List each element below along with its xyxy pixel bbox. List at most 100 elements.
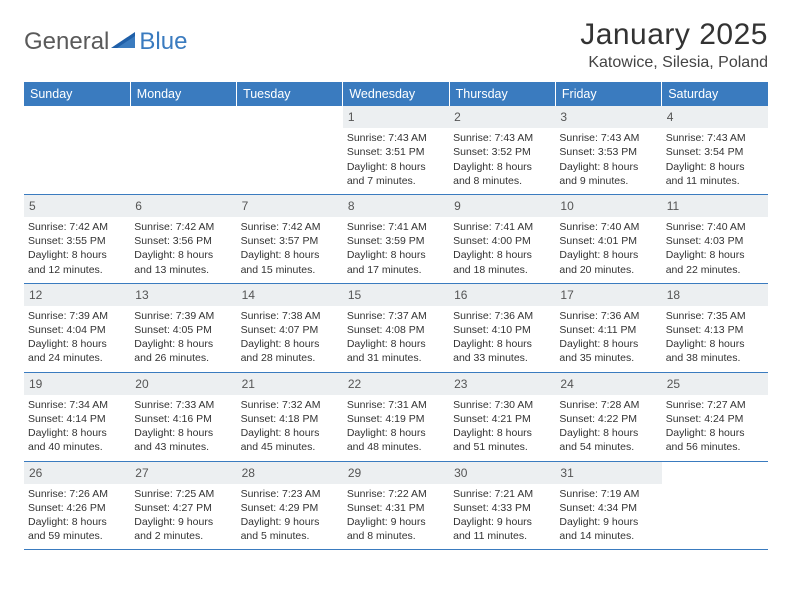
sunset-line: Sunset: 4:03 PM: [666, 234, 764, 248]
daylight-line: Daylight: 8 hours and 56 minutes.: [666, 426, 764, 454]
day-number: 28: [237, 462, 343, 484]
sunrise-line: Sunrise: 7:25 AM: [134, 487, 232, 501]
daylight-line: Daylight: 8 hours and 45 minutes.: [241, 426, 339, 454]
sunset-line: Sunset: 4:27 PM: [134, 501, 232, 515]
calendar-day-cell: 18Sunrise: 7:35 AMSunset: 4:13 PMDayligh…: [662, 283, 768, 372]
sunrise-line: Sunrise: 7:43 AM: [666, 131, 764, 145]
daylight-line: Daylight: 8 hours and 38 minutes.: [666, 337, 764, 365]
daylight-line: Daylight: 8 hours and 7 minutes.: [347, 160, 445, 188]
day-number: 10: [555, 195, 661, 217]
day-number: 11: [662, 195, 768, 217]
calendar-day-cell: 4Sunrise: 7:43 AMSunset: 3:54 PMDaylight…: [662, 106, 768, 194]
calendar-day-cell: 8Sunrise: 7:41 AMSunset: 3:59 PMDaylight…: [343, 194, 449, 283]
weekday-header: Thursday: [449, 82, 555, 106]
sunrise-line: Sunrise: 7:42 AM: [134, 220, 232, 234]
calendar-day-cell: 7Sunrise: 7:42 AMSunset: 3:57 PMDaylight…: [237, 194, 343, 283]
sunset-line: Sunset: 3:56 PM: [134, 234, 232, 248]
sunrise-line: Sunrise: 7:35 AM: [666, 309, 764, 323]
calendar-day-cell: 1Sunrise: 7:43 AMSunset: 3:51 PMDaylight…: [343, 106, 449, 194]
calendar-day-cell: [130, 106, 236, 194]
day-number: 14: [237, 284, 343, 306]
sunrise-line: Sunrise: 7:33 AM: [134, 398, 232, 412]
sunset-line: Sunset: 4:14 PM: [28, 412, 126, 426]
weekday-header: Monday: [130, 82, 236, 106]
sunset-line: Sunset: 4:26 PM: [28, 501, 126, 515]
day-number: 25: [662, 373, 768, 395]
weekday-header: Saturday: [662, 82, 768, 106]
sunrise-line: Sunrise: 7:28 AM: [559, 398, 657, 412]
calendar-day-cell: 16Sunrise: 7:36 AMSunset: 4:10 PMDayligh…: [449, 283, 555, 372]
calendar-table: SundayMondayTuesdayWednesdayThursdayFrid…: [24, 82, 768, 550]
calendar-week-row: 1Sunrise: 7:43 AMSunset: 3:51 PMDaylight…: [24, 106, 768, 194]
daylight-line: Daylight: 9 hours and 8 minutes.: [347, 515, 445, 543]
sunrise-line: Sunrise: 7:27 AM: [666, 398, 764, 412]
calendar-day-cell: 24Sunrise: 7:28 AMSunset: 4:22 PMDayligh…: [555, 372, 661, 461]
sunrise-line: Sunrise: 7:22 AM: [347, 487, 445, 501]
sunrise-line: Sunrise: 7:39 AM: [28, 309, 126, 323]
daylight-line: Daylight: 8 hours and 12 minutes.: [28, 248, 126, 276]
calendar-day-cell: 26Sunrise: 7:26 AMSunset: 4:26 PMDayligh…: [24, 461, 130, 550]
day-number: 3: [555, 106, 661, 128]
calendar-day-cell: [24, 106, 130, 194]
calendar-day-cell: 30Sunrise: 7:21 AMSunset: 4:33 PMDayligh…: [449, 461, 555, 550]
sunset-line: Sunset: 4:31 PM: [347, 501, 445, 515]
calendar-day-cell: 12Sunrise: 7:39 AMSunset: 4:04 PMDayligh…: [24, 283, 130, 372]
daylight-line: Daylight: 8 hours and 28 minutes.: [241, 337, 339, 365]
day-number: 30: [449, 462, 555, 484]
daylight-line: Daylight: 8 hours and 51 minutes.: [453, 426, 551, 454]
sunset-line: Sunset: 4:10 PM: [453, 323, 551, 337]
sunrise-line: Sunrise: 7:43 AM: [347, 131, 445, 145]
calendar-day-cell: 9Sunrise: 7:41 AMSunset: 4:00 PMDaylight…: [449, 194, 555, 283]
calendar-week-row: 26Sunrise: 7:26 AMSunset: 4:26 PMDayligh…: [24, 461, 768, 550]
location-label: Katowice, Silesia, Poland: [580, 54, 768, 72]
sunset-line: Sunset: 3:54 PM: [666, 145, 764, 159]
title-block: January 2025 Katowice, Silesia, Poland: [580, 18, 768, 72]
sunrise-line: Sunrise: 7:43 AM: [559, 131, 657, 145]
sunset-line: Sunset: 3:52 PM: [453, 145, 551, 159]
brand-name-a: General: [24, 28, 109, 56]
calendar-day-cell: 14Sunrise: 7:38 AMSunset: 4:07 PMDayligh…: [237, 283, 343, 372]
calendar-day-cell: [237, 106, 343, 194]
sunset-line: Sunset: 4:22 PM: [559, 412, 657, 426]
day-number: 5: [24, 195, 130, 217]
weekday-header: Tuesday: [237, 82, 343, 106]
day-number: 1: [343, 106, 449, 128]
daylight-line: Daylight: 8 hours and 33 minutes.: [453, 337, 551, 365]
sunrise-line: Sunrise: 7:41 AM: [347, 220, 445, 234]
sunset-line: Sunset: 3:53 PM: [559, 145, 657, 159]
daylight-line: Daylight: 9 hours and 14 minutes.: [559, 515, 657, 543]
calendar-day-cell: 29Sunrise: 7:22 AMSunset: 4:31 PMDayligh…: [343, 461, 449, 550]
sunset-line: Sunset: 3:59 PM: [347, 234, 445, 248]
day-number: 17: [555, 284, 661, 306]
sunset-line: Sunset: 4:24 PM: [666, 412, 764, 426]
calendar-day-cell: 31Sunrise: 7:19 AMSunset: 4:34 PMDayligh…: [555, 461, 661, 550]
day-number: 26: [24, 462, 130, 484]
sunset-line: Sunset: 4:13 PM: [666, 323, 764, 337]
calendar-day-cell: 27Sunrise: 7:25 AMSunset: 4:27 PMDayligh…: [130, 461, 236, 550]
day-number: 8: [343, 195, 449, 217]
brand-triangle-icon: [111, 30, 137, 55]
sunrise-line: Sunrise: 7:31 AM: [347, 398, 445, 412]
weekday-header: Wednesday: [343, 82, 449, 106]
sunrise-line: Sunrise: 7:21 AM: [453, 487, 551, 501]
sunset-line: Sunset: 4:19 PM: [347, 412, 445, 426]
day-number: 9: [449, 195, 555, 217]
day-number: 4: [662, 106, 768, 128]
daylight-line: Daylight: 8 hours and 54 minutes.: [559, 426, 657, 454]
calendar-week-row: 12Sunrise: 7:39 AMSunset: 4:04 PMDayligh…: [24, 283, 768, 372]
daylight-line: Daylight: 8 hours and 13 minutes.: [134, 248, 232, 276]
sunrise-line: Sunrise: 7:34 AM: [28, 398, 126, 412]
sunrise-line: Sunrise: 7:19 AM: [559, 487, 657, 501]
sunrise-line: Sunrise: 7:36 AM: [453, 309, 551, 323]
daylight-line: Daylight: 8 hours and 15 minutes.: [241, 248, 339, 276]
calendar-day-cell: 21Sunrise: 7:32 AMSunset: 4:18 PMDayligh…: [237, 372, 343, 461]
calendar-day-cell: 28Sunrise: 7:23 AMSunset: 4:29 PMDayligh…: [237, 461, 343, 550]
day-number: 27: [130, 462, 236, 484]
brand-name-b: Blue: [139, 28, 187, 56]
daylight-line: Daylight: 8 hours and 20 minutes.: [559, 248, 657, 276]
daylight-line: Daylight: 9 hours and 5 minutes.: [241, 515, 339, 543]
sunset-line: Sunset: 4:07 PM: [241, 323, 339, 337]
sunset-line: Sunset: 4:33 PM: [453, 501, 551, 515]
day-number: 20: [130, 373, 236, 395]
calendar-day-cell: 2Sunrise: 7:43 AMSunset: 3:52 PMDaylight…: [449, 106, 555, 194]
